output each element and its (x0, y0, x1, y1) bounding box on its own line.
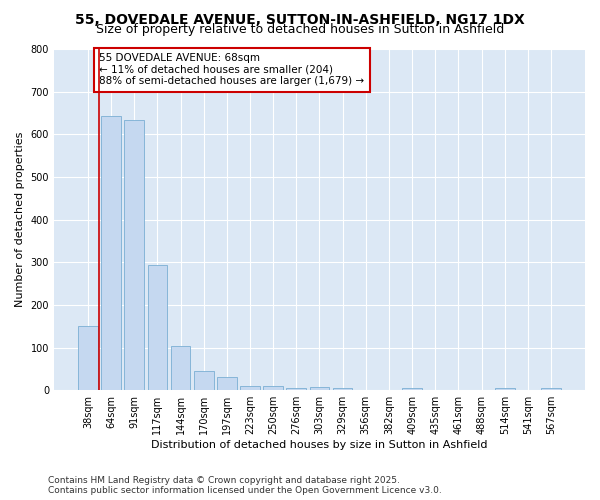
Bar (101, 116, 121, 390)
Bar (495, 388, 515, 390)
Bar (78, 326, 98, 390)
X-axis label: Distribution of detached houses by size in Sutton in Ashfield: Distribution of detached houses by size … (151, 440, 488, 450)
Bar (263, 386, 283, 390)
Bar (333, 388, 352, 390)
Bar (240, 386, 260, 390)
Text: 55, DOVEDALE AVENUE, SUTTON-IN-ASHFIELD, NG17 1DX: 55, DOVEDALE AVENUE, SUTTON-IN-ASHFIELD,… (75, 12, 525, 26)
Bar (286, 388, 306, 390)
Y-axis label: Number of detached properties: Number of detached properties (15, 132, 25, 308)
Bar (310, 387, 329, 390)
Bar (148, 265, 167, 390)
Text: Contains HM Land Registry data © Crown copyright and database right 2025.
Contai: Contains HM Land Registry data © Crown c… (48, 476, 442, 495)
Text: 55 DOVEDALE AVENUE: 68sqm
← 11% of detached houses are smaller (204)
88% of semi: 55 DOVEDALE AVENUE: 68sqm ← 11% of detac… (100, 54, 365, 86)
Bar (217, 378, 236, 390)
Text: Size of property relative to detached houses in Sutton in Ashfield: Size of property relative to detached ho… (96, 22, 504, 36)
Bar (170, 346, 190, 390)
Bar (194, 371, 214, 390)
Bar (541, 388, 561, 390)
Bar (402, 388, 422, 390)
Bar (124, 120, 144, 390)
